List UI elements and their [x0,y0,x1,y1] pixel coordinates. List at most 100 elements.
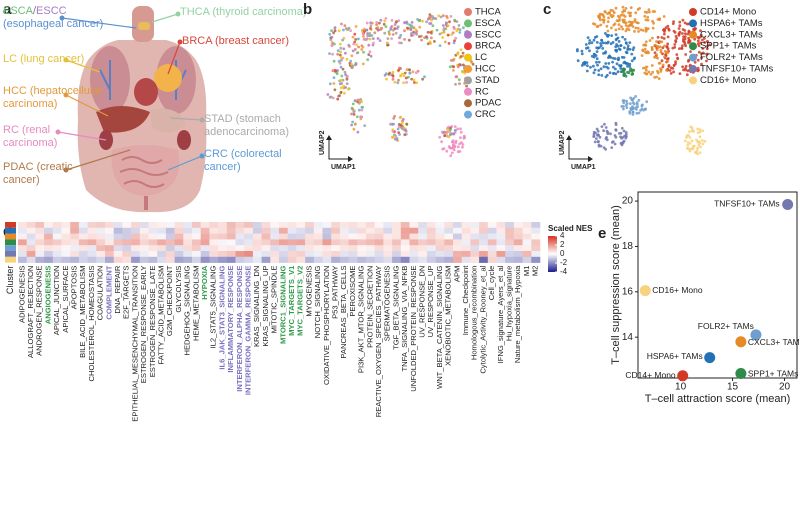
umap-point [621,136,625,139]
heatmap-cell [470,222,480,229]
umap-point [643,43,647,47]
heatmap-cell [461,239,471,246]
umap-point [453,131,457,134]
umap-point [431,16,435,20]
umap-point [683,139,687,143]
heatmap-cell [87,239,97,246]
umap-point [614,123,618,126]
heatmap-cell [18,227,27,234]
heatmap-cell [522,233,532,240]
umap-point [396,81,400,85]
umap-point [625,99,628,103]
umap-point [588,49,591,53]
heatmap-cell [392,233,402,240]
column-label: HYPOXIA [200,265,209,300]
point-label: CD14+ Mono [625,370,676,380]
umap-point [611,60,614,64]
umap-point [655,53,659,57]
umap-point [618,48,622,51]
heatmap-cell [52,222,62,229]
heatmap-cell [252,222,262,229]
cancer-label: RC (renal [3,124,50,136]
umap-point [346,28,349,31]
heatmap-cell [444,245,454,252]
umap-point [429,31,433,34]
umap-point [375,23,378,27]
cancer-label: THCA (thyroid carcinoma) [180,6,307,18]
umap-point [352,42,356,46]
umap-point [678,20,682,24]
heatmap-cell [531,227,541,234]
umap-point [703,41,706,44]
umap-point [362,50,365,54]
umap-point [623,15,627,18]
heatmap-cell [487,227,497,234]
heatmap-cell [487,245,497,252]
heatmap-cell [78,251,88,258]
umap-point [355,43,358,47]
umap-point [603,122,606,126]
heatmap-cell [270,227,280,234]
umap-point [330,41,334,44]
umap-point [612,23,616,27]
umap-point [663,32,666,36]
heatmap-cell [357,233,367,240]
umap-point [336,49,340,53]
umap-point [364,38,368,42]
heatmap-cell [192,239,201,246]
umap-point [369,24,373,28]
umap-point [681,18,685,22]
heatmap-cell [122,256,132,263]
umap-point [697,68,700,72]
umap-point [686,141,690,144]
heatmap-cell [174,245,184,252]
umap-point [644,29,648,33]
umap-point [705,47,709,51]
umap-point [360,108,364,112]
column-label: M1 [522,266,531,277]
heatmap-cell [122,227,132,234]
heatmap-cell [52,251,62,258]
umap-point [700,56,703,60]
legend-label: HSPA6+ TAMs [700,18,763,29]
umap-point [617,58,620,62]
heatmap-cell [453,251,462,258]
umap-point [684,32,687,36]
umap-point [383,31,387,35]
heatmap-cell [70,256,80,263]
heatmap-cell [418,256,428,263]
heatmap-cell [131,222,141,229]
heatmap-cell [479,227,489,234]
heatmap-cell [235,227,245,234]
umap-point [413,81,416,84]
umap-point [617,27,621,31]
heatmap-cell [531,256,541,263]
umap-point [447,135,451,139]
heatmap-cell [357,251,367,258]
heatmap-cell [226,239,236,246]
umap-point [332,82,336,85]
legend-label: ESCA [475,18,502,29]
umap-point [343,24,347,27]
umap-point [628,23,632,27]
heatmap-cell [287,251,297,258]
heatmap-cell [313,227,323,234]
umap-point [600,125,604,128]
umap-point [584,43,588,46]
heatmap-cell [226,245,236,252]
heatmap-cell [26,256,36,263]
umap-point [438,32,442,36]
heatmap-cell [183,227,193,234]
umap-point [598,18,602,22]
umap-point [451,140,455,144]
umap-point [417,19,421,23]
umap-point [391,28,395,32]
umap-point [409,28,413,32]
umap-point [639,28,643,32]
heatmap-cell [487,222,497,229]
heatmap-cell [487,256,497,263]
umap-point [618,64,621,67]
umap-point [624,21,628,25]
umap-point [609,13,613,17]
umap-point [700,62,703,66]
